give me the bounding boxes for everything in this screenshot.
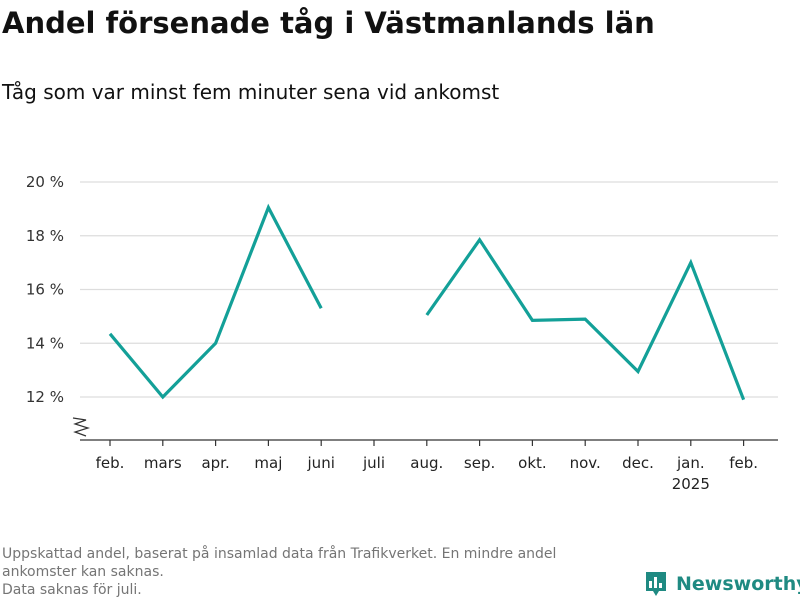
x-tick-label: dec. (622, 454, 654, 472)
y-axis-tick-labels: 12 % 14 % 16 % 18 % 20 % (26, 173, 64, 406)
footnote-missing-data: Data saknas för juli. (2, 582, 142, 598)
chart-subtitle: Tåg som var minst fem minuter sena vid a… (2, 80, 500, 104)
brand-name: Newsworthy (676, 573, 800, 595)
x-tick-label: mars (144, 454, 182, 472)
y-tick-label: 16 % (26, 281, 64, 299)
chart-title: Andel försenade tåg i Västmanlands län (2, 6, 655, 40)
x-tick-label: apr. (201, 454, 229, 472)
newsworthy-logo-icon (646, 572, 666, 596)
y-tick-label: 12 % (26, 388, 64, 406)
x-tick-label: feb. (729, 454, 758, 472)
x-tick-year-label: 2025 (672, 475, 710, 493)
footnote: Uppskattad andel, baserat på insamlad da… (2, 545, 632, 599)
data-series (108, 203, 746, 401)
x-tick-label: feb. (96, 454, 125, 472)
x-tick-label: nov. (570, 454, 601, 472)
footnote-source: Uppskattad andel, baserat på insamlad da… (2, 546, 557, 580)
x-tick-label: aug. (410, 454, 443, 472)
series-line-segment (108, 203, 323, 400)
y-tick-label: 20 % (26, 173, 64, 191)
x-tick-label: sep. (464, 454, 495, 472)
x-tick-label: juni (307, 454, 335, 472)
x-tick-label: okt. (518, 454, 547, 472)
x-tick-label: jan. (676, 454, 705, 472)
y-tick-label: 14 % (26, 334, 64, 352)
gridlines (80, 181, 778, 398)
brand-logo: Newsworthy (644, 569, 800, 599)
x-axis (72, 417, 778, 446)
series-line-segment (425, 236, 746, 401)
x-tick-label: maj (254, 454, 282, 472)
x-tick-label: juli (362, 454, 385, 472)
x-axis-tick-labels: feb. mars apr. maj juni juli aug. sep. okt. nov. d… (96, 454, 758, 493)
y-tick-label: 18 % (26, 227, 64, 245)
axis-break-icon (72, 417, 91, 437)
